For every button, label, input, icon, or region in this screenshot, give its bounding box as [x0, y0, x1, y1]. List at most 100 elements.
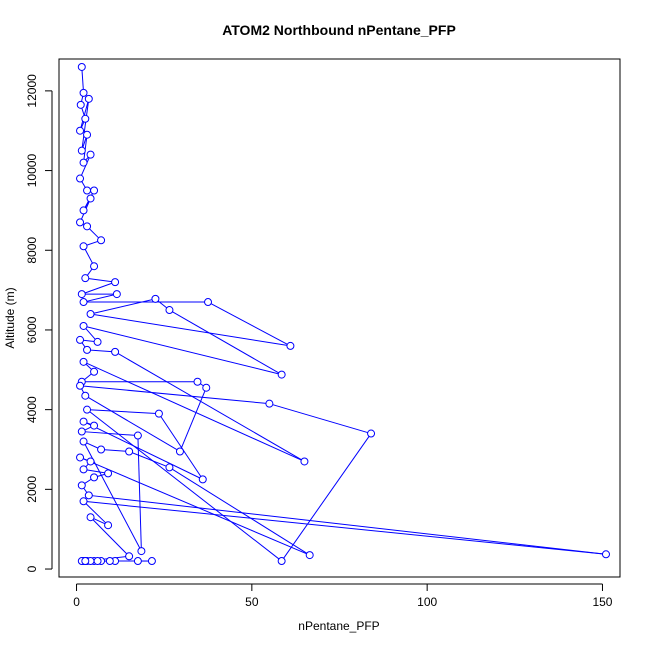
series-line-segment [83, 421, 203, 480]
data-point [193, 377, 202, 386]
series-line-segment [128, 451, 170, 468]
series-line-segment [85, 277, 116, 283]
series-line-segment [169, 309, 282, 376]
series-line-segment [83, 134, 88, 163]
data-point [81, 114, 90, 123]
data-point [97, 445, 106, 454]
data-point [367, 429, 376, 438]
series-line-segment [79, 154, 92, 179]
data-point [86, 194, 95, 203]
data-point [84, 94, 93, 103]
data-point [277, 557, 286, 566]
data-point [93, 557, 102, 566]
data-point [86, 310, 95, 319]
data-point [105, 557, 114, 566]
data-point [90, 367, 99, 376]
data-point [77, 62, 86, 71]
series-line-segment [79, 385, 270, 405]
data-point [133, 431, 142, 440]
data-point [86, 150, 95, 159]
data-point [79, 417, 88, 426]
series-line-segment [90, 313, 291, 347]
data-point [125, 552, 134, 561]
data-point [83, 345, 92, 354]
data-point [265, 399, 274, 408]
data-point [79, 321, 88, 330]
data-point [151, 294, 160, 303]
data-point [76, 381, 85, 390]
x-tick-label: 0 [73, 595, 80, 609]
data-point [165, 306, 174, 315]
series-line-segment [179, 387, 207, 452]
data-point [90, 186, 99, 195]
series-line-segment [86, 409, 282, 562]
data-point [86, 457, 95, 466]
series-line-segment [90, 516, 130, 557]
series-line-segment [83, 325, 282, 376]
y-tick-label: 2000 [25, 476, 39, 503]
data-point [81, 391, 90, 400]
series-line-segment [81, 431, 138, 437]
data-point [76, 453, 85, 462]
data-point [86, 513, 95, 522]
plot-area-frame [58, 58, 621, 578]
series-line-segment [83, 468, 109, 474]
y-axis: 0 2000 4000 6000 8000 10000 12000 [25, 74, 53, 572]
y-tick-label: 8000 [25, 237, 39, 264]
series-lines [79, 66, 607, 562]
x-tick-label: 100 [417, 595, 437, 609]
series-line-segment [90, 298, 156, 315]
y-tick-label: 6000 [25, 316, 39, 343]
y-tick-label: 10000 [25, 154, 39, 188]
data-point [601, 550, 610, 559]
data-point [90, 473, 99, 482]
x-axis-label: nPentane_PFP [298, 619, 379, 633]
series-line-segment [79, 98, 90, 131]
series-line-segment [158, 413, 204, 480]
data-point [79, 437, 88, 446]
data-point [79, 357, 88, 366]
x-tick-label: 150 [592, 595, 612, 609]
data-point [79, 242, 88, 251]
data-point [81, 274, 90, 283]
series-line-segment [83, 293, 117, 303]
data-point [97, 236, 106, 245]
data-point [104, 469, 113, 478]
series-line-segment [81, 98, 90, 151]
series-line-segment [87, 409, 159, 415]
data-point [137, 547, 146, 556]
data-point [111, 278, 120, 287]
series-line-segment [81, 281, 116, 295]
data-point [125, 447, 134, 456]
series-line-segment [79, 457, 310, 556]
data-point [165, 463, 174, 472]
y-tick-label: 12000 [25, 74, 39, 108]
data-point [76, 218, 85, 227]
series-line-segment [114, 351, 305, 462]
data-point [83, 222, 92, 231]
series-line-segment [169, 466, 310, 556]
data-point [202, 383, 211, 392]
series-line-segment [83, 361, 305, 462]
data-point [77, 146, 86, 155]
data-point [305, 551, 314, 560]
data-point [81, 557, 90, 566]
y-tick-label: 4000 [25, 396, 39, 423]
data-point [111, 347, 120, 356]
x-tick-label: 50 [245, 595, 259, 609]
series-line-segment [85, 395, 181, 452]
data-point [77, 290, 86, 299]
data-point [93, 337, 102, 346]
data-point [79, 206, 88, 215]
series-line-segment [88, 494, 607, 555]
series-line-segment [269, 403, 372, 435]
data-point [147, 557, 156, 566]
data-point [76, 126, 85, 135]
data-point [76, 335, 85, 344]
series-line-segment [81, 66, 85, 93]
data-point [133, 557, 142, 566]
data-point [198, 475, 207, 484]
series-line-segment [87, 349, 116, 353]
data-point [77, 427, 86, 436]
